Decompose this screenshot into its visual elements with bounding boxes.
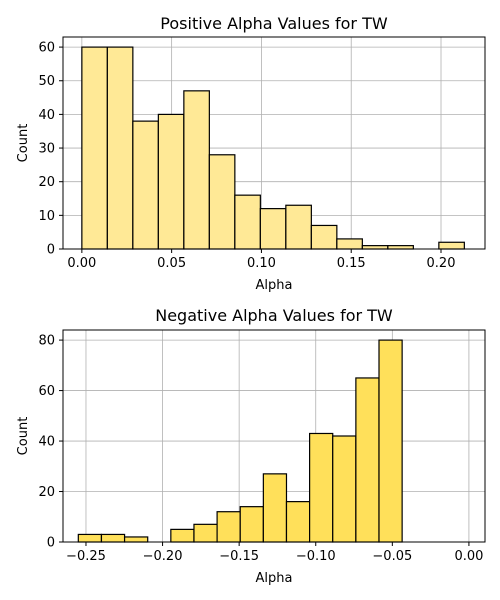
x-tick-label: 0.05 [157, 256, 186, 271]
y-axis-ticks: 0 10 20 30 40 50 60 [38, 41, 63, 258]
y-tick-label: 40 [38, 435, 55, 450]
histogram-bar [234, 194, 261, 250]
histogram-bar [259, 208, 287, 250]
x-tick-label: −0.10 [296, 549, 336, 564]
histogram-bar [132, 120, 159, 250]
y-axis-label: Count [16, 124, 31, 163]
plot-frame [62, 329, 486, 543]
x-axis-ticks: 0.00 0.05 0.10 0.15 0.20 [67, 249, 455, 271]
y-tick-label: 0 [47, 243, 55, 258]
x-tick-label: 0.20 [427, 256, 456, 271]
histogram-bar [387, 245, 414, 250]
grid-lines [63, 330, 485, 543]
x-tick-label: −0.05 [372, 549, 412, 564]
y-tick-label: 20 [38, 485, 55, 500]
histogram-bar [216, 511, 241, 543]
x-tick-label: 0.00 [454, 549, 483, 564]
y-tick-label: 50 [38, 74, 55, 89]
histogram-bars [81, 46, 465, 250]
histogram-bar [157, 113, 185, 250]
x-tick-label: 0.00 [67, 256, 96, 271]
histogram-bar [81, 46, 108, 250]
histogram-bar [123, 536, 149, 543]
histogram-bar [77, 533, 103, 543]
histogram-bar [332, 435, 357, 543]
histogram-bar [361, 245, 389, 250]
y-tick-label: 10 [38, 209, 55, 224]
histogram-bar [285, 501, 311, 543]
histogram-bar [100, 533, 126, 543]
histogram-bar [310, 224, 338, 250]
negative-alpha-histogram: −0.25 −0.20 −0.15 −0.10 −0.05 0.00 020406080 … [16, 306, 486, 586]
y-tick-label: 30 [38, 142, 55, 157]
y-tick-label: 20 [38, 175, 55, 190]
y-tick-label: 0 [47, 536, 55, 551]
x-axis-label: Alpha [256, 571, 293, 586]
x-tick-label: −0.25 [66, 549, 106, 564]
plot-frame [62, 36, 486, 250]
positive-alpha-histogram: 0.00 0.05 0.10 0.15 0.20 0 10 20 30 40 50 60 Posit… [16, 14, 486, 293]
chart-title: Positive Alpha Values for TW [160, 14, 388, 33]
histogram-bar [106, 46, 134, 250]
y-tick-label: 80 [38, 334, 55, 349]
histogram-bar [438, 241, 465, 250]
x-axis-ticks: −0.25 −0.20 −0.15 −0.10 −0.05 0.00 [66, 542, 483, 564]
y-axis-ticks: 0 20 40 60 80 [38, 334, 63, 551]
histogram-bar [183, 90, 210, 250]
histogram-bar [285, 204, 312, 250]
x-tick-label: −0.15 [219, 549, 259, 564]
histogram-bar [336, 238, 363, 250]
histogram-bar [378, 339, 403, 543]
y-axis-label: Count [16, 417, 31, 456]
histogram-bar [309, 432, 334, 543]
histogram-bar [239, 506, 264, 543]
x-tick-label: 0.10 [247, 256, 276, 271]
chart-title: Negative Alpha Values for TW [155, 306, 393, 325]
histogram-bar [193, 523, 218, 543]
y-tick-label: 60 [38, 41, 55, 56]
histogram-bar [262, 473, 288, 543]
histogram-bar [208, 154, 236, 250]
histogram-bar [170, 528, 195, 543]
x-tick-label: 0.15 [337, 256, 366, 271]
histogram-bar [355, 377, 380, 543]
x-tick-label: −0.20 [143, 549, 183, 564]
histogram-bars [77, 339, 403, 543]
y-tick-label: 40 [38, 108, 55, 123]
x-axis-label: Alpha [256, 278, 293, 293]
y-tick-label: 60 [38, 384, 55, 399]
